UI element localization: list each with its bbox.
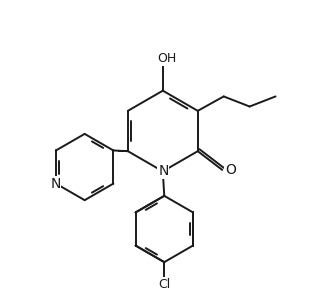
Text: Cl: Cl xyxy=(158,278,171,291)
Text: N: N xyxy=(158,164,169,178)
Text: N: N xyxy=(50,177,61,191)
Text: OH: OH xyxy=(158,52,177,65)
Text: O: O xyxy=(225,163,236,177)
